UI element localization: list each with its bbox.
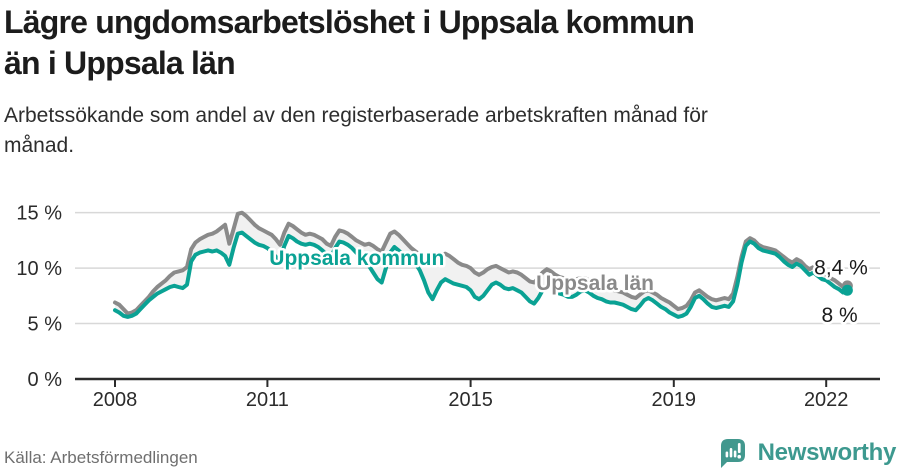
x-axis-tick-label: 2022 [804,389,849,411]
source-note: Källa: Arbetsförmedlingen [4,448,198,467]
series-band [115,212,848,317]
x-axis-tick-label: 2019 [652,389,697,411]
newsworthy-wordmark: Newsworthy [757,439,897,466]
newsworthy-logo[interactable]: Newsworthy [717,436,896,470]
series-end-dot-uppsala-kommun [841,284,853,296]
chart-subtitle: Arbetssökande som andel av den registerb… [4,101,708,161]
unemployment-line-chart: 2008 2011 2015 2019 2022 0 % 5 % 10 % 15 % Uppsal… [16,203,880,411]
series-label-uppsala-kommun: Uppsala kommun [269,247,444,270]
page-title: Lägre ungdomsarbetslöshet i Uppsala komm… [4,2,695,84]
page-title-line1: Lägre ungdomsarbetslöshet i Uppsala komm… [4,4,695,40]
series-label-uppsala-l-n: Uppsala län [536,272,654,295]
y-axis-tick-label: 5 % [28,314,63,336]
page-title-line2: än i Uppsala län [4,45,236,81]
x-axis-tick-label: 2011 [246,389,289,411]
x-axis-tick-label: 2015 [448,389,493,411]
end-value-label: 8,4 % [814,257,868,280]
series-line-uppsala-kommun [113,230,850,319]
end-value-label: 8 % [822,304,858,327]
chart-subtitle-line1: Arbetssökande som andel av den registerb… [4,104,708,127]
newsworthy-bubble-chart-icon [720,439,745,468]
chart-subtitle-line2: månad. [4,134,75,157]
x-axis-tick-label: 2008 [93,389,138,411]
y-axis-tick-label: 15 % [16,203,62,225]
y-axis-tick-label: 10 % [16,258,62,280]
series-line-uppsala-l-n [113,210,850,316]
y-axis-tick-label: 0 % [28,369,63,391]
